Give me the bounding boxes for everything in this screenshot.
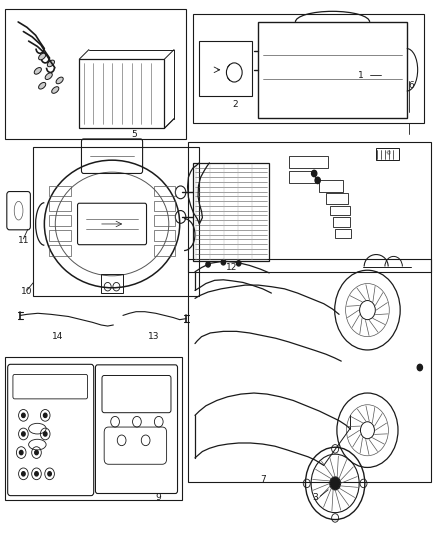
Ellipse shape xyxy=(39,83,46,89)
Bar xyxy=(332,217,350,227)
Bar xyxy=(153,230,175,241)
Text: 9: 9 xyxy=(155,493,161,502)
Bar xyxy=(326,193,348,204)
Circle shape xyxy=(21,413,25,417)
Bar xyxy=(376,149,399,160)
Circle shape xyxy=(206,262,210,267)
Text: ©: © xyxy=(385,152,390,157)
Circle shape xyxy=(21,472,25,476)
Bar xyxy=(49,245,71,256)
Circle shape xyxy=(237,261,241,266)
Bar xyxy=(33,147,199,296)
Text: 2: 2 xyxy=(233,100,238,109)
Bar xyxy=(49,185,71,196)
Bar xyxy=(79,59,164,128)
Bar xyxy=(193,163,269,261)
Bar xyxy=(49,215,71,226)
Text: 1: 1 xyxy=(358,70,364,79)
Bar xyxy=(289,157,328,168)
Circle shape xyxy=(43,432,47,436)
Circle shape xyxy=(35,472,38,476)
Circle shape xyxy=(43,413,47,417)
Bar xyxy=(193,14,424,123)
Circle shape xyxy=(330,477,340,490)
Bar xyxy=(49,200,71,211)
Circle shape xyxy=(417,365,423,370)
Text: 12: 12 xyxy=(226,263,238,272)
Ellipse shape xyxy=(56,77,63,84)
Bar xyxy=(199,41,252,96)
Text: 3: 3 xyxy=(312,493,318,502)
Text: 6: 6 xyxy=(408,81,414,90)
Text: 13: 13 xyxy=(148,332,159,341)
Bar xyxy=(5,357,182,500)
Circle shape xyxy=(311,170,317,176)
Bar xyxy=(258,22,407,118)
Circle shape xyxy=(221,260,226,265)
Circle shape xyxy=(35,450,38,455)
Bar xyxy=(289,171,315,182)
Bar xyxy=(101,274,123,293)
Ellipse shape xyxy=(52,87,59,93)
Bar xyxy=(5,9,186,139)
Text: 7: 7 xyxy=(260,475,265,483)
Text: 5: 5 xyxy=(131,130,137,139)
Circle shape xyxy=(19,450,23,455)
Ellipse shape xyxy=(47,60,54,67)
Circle shape xyxy=(315,177,320,183)
Circle shape xyxy=(21,432,25,436)
Bar xyxy=(49,230,71,241)
Ellipse shape xyxy=(39,53,46,60)
Circle shape xyxy=(48,472,51,476)
Bar xyxy=(335,229,351,238)
Ellipse shape xyxy=(45,73,52,79)
Bar xyxy=(188,259,431,482)
Text: 10: 10 xyxy=(21,287,33,296)
Bar xyxy=(153,185,175,196)
Bar xyxy=(153,200,175,211)
Text: 14: 14 xyxy=(52,332,63,341)
Bar xyxy=(319,180,343,192)
Bar xyxy=(153,215,175,226)
Ellipse shape xyxy=(34,68,41,74)
Bar xyxy=(188,142,431,272)
Bar xyxy=(330,206,350,215)
Text: 11: 11 xyxy=(18,237,29,246)
Bar xyxy=(153,245,175,256)
